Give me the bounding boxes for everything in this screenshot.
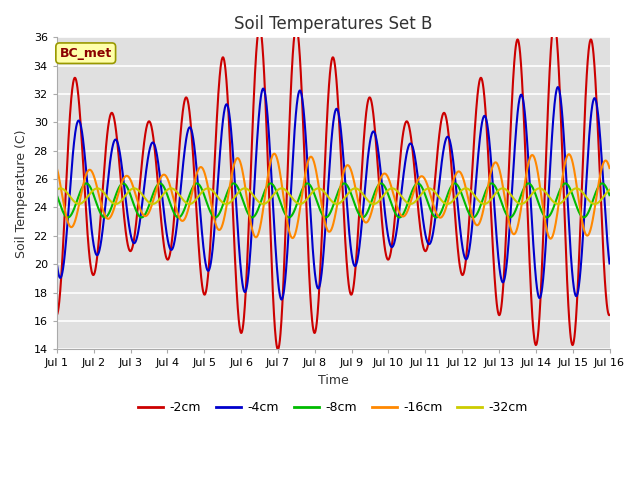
-32cm <box>431 189 438 194</box>
Legend: -2cm, -4cm, -8cm, -16cm, -32cm: -2cm, -4cm, -8cm, -16cm, -32cm <box>133 396 533 419</box>
-2cm <box>260 60 268 66</box>
-2cm <box>84 243 92 249</box>
-16cm <box>282 207 289 213</box>
-8cm <box>282 212 289 217</box>
-4cm <box>554 84 562 90</box>
-32cm <box>591 201 598 207</box>
-16cm <box>279 188 287 193</box>
-2cm <box>274 347 282 352</box>
-32cm <box>57 185 65 191</box>
-2cm <box>53 312 61 318</box>
-32cm <box>605 187 613 193</box>
-2cm <box>431 184 438 190</box>
-8cm <box>85 182 93 188</box>
Line: -2cm: -2cm <box>57 23 609 349</box>
-32cm <box>172 187 179 193</box>
-8cm <box>260 190 268 196</box>
-8cm <box>53 192 61 198</box>
-4cm <box>171 237 179 243</box>
Line: -4cm: -4cm <box>57 87 609 300</box>
-16cm <box>171 201 179 206</box>
-32cm <box>282 187 289 193</box>
-2cm <box>171 207 179 213</box>
-8cm <box>598 180 606 186</box>
Y-axis label: Soil Temperature (C): Soil Temperature (C) <box>15 129 28 258</box>
-2cm <box>282 230 289 236</box>
-4cm <box>279 295 287 300</box>
Title: Soil Temperatures Set B: Soil Temperatures Set B <box>234 15 433 33</box>
-4cm <box>53 261 61 266</box>
-16cm <box>260 204 268 209</box>
-4cm <box>431 222 438 228</box>
-4cm <box>260 86 268 92</box>
-32cm <box>85 192 93 198</box>
-32cm <box>279 186 287 192</box>
-2cm <box>279 296 287 302</box>
-16cm <box>84 168 92 173</box>
-16cm <box>431 205 438 211</box>
X-axis label: Time: Time <box>318 374 349 387</box>
-8cm <box>431 214 438 219</box>
Line: -32cm: -32cm <box>57 188 609 204</box>
-32cm <box>53 187 61 193</box>
Line: -8cm: -8cm <box>57 183 609 217</box>
Line: -16cm: -16cm <box>57 154 609 239</box>
Text: BC_met: BC_met <box>60 47 112 60</box>
-16cm <box>53 165 61 171</box>
-4cm <box>84 194 92 200</box>
-8cm <box>64 215 72 220</box>
-2cm <box>550 20 558 26</box>
-4cm <box>278 297 285 302</box>
-2cm <box>605 312 613 318</box>
-8cm <box>605 192 613 198</box>
-32cm <box>260 201 268 207</box>
-16cm <box>605 165 613 171</box>
-8cm <box>172 212 179 217</box>
-16cm <box>547 236 554 241</box>
-8cm <box>279 205 287 211</box>
-16cm <box>271 151 278 156</box>
-4cm <box>605 261 613 266</box>
-4cm <box>282 275 289 280</box>
